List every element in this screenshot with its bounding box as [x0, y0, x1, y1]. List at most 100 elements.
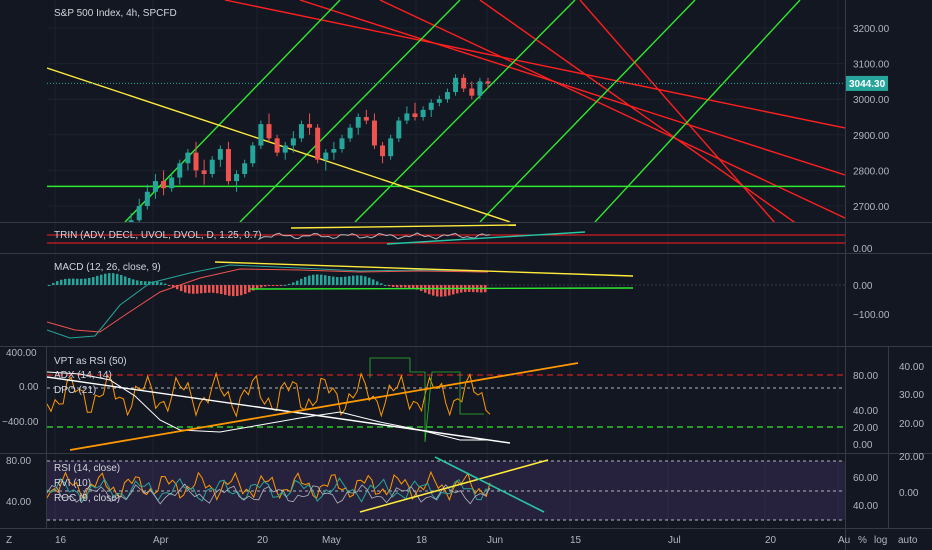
p4-white-trend [47, 376, 511, 444]
channel-lines[interactable] [47, 0, 845, 303]
macd-histogram-bar [84, 278, 87, 285]
macd-histogram-bar [400, 285, 403, 288]
macd-histogram-bar [220, 285, 223, 295]
macd-tick-neg: −100.00 [853, 310, 890, 321]
trin-pane[interactable] [47, 224, 845, 245]
candle-body [104, 249, 109, 263]
macd-histogram-bar [428, 285, 431, 295]
log-toggle-button[interactable]: log [874, 535, 887, 546]
macd-histogram-bar [448, 285, 451, 296]
p5-right2-tick: 20.00 [899, 452, 924, 463]
macd-histogram-bar [80, 278, 83, 285]
macd-histogram-bar [104, 273, 107, 285]
macd-histogram-bar [384, 284, 387, 286]
macd-histogram-bar [52, 282, 55, 285]
candle-body [209, 159, 215, 174]
macd-histogram-bar [364, 276, 367, 285]
macd-histogram-bar [336, 277, 339, 285]
macd-histogram-bar [280, 285, 283, 286]
candle-body [169, 177, 175, 189]
candle-body [177, 163, 183, 178]
macd-histogram-bar [204, 285, 207, 293]
macd-legend: MACD (12, 26, close, 9) [54, 262, 161, 273]
macd-histogram-bar [176, 285, 179, 290]
svg-text:3044.30: 3044.30 [849, 79, 886, 90]
macd-histogram-bar [196, 285, 199, 294]
time-tick-label: Jun [487, 535, 503, 546]
time-tick-label: 20 [257, 535, 269, 546]
p5-right-tick: 60.00 [853, 473, 878, 484]
candle-body [290, 138, 296, 146]
percent-toggle-button[interactable]: % [858, 535, 867, 546]
price-tick-label: 3200.00 [853, 24, 890, 35]
trin-legend: TRIN (ADV, DECL, UVOL, DVOL, D, 1.25, 0.… [54, 230, 261, 241]
price-tick-label: 2900.00 [853, 131, 890, 142]
macd-histogram-bar [456, 285, 459, 294]
p4-right2-tick: 30.00 [899, 390, 924, 401]
macd-histogram-bar [120, 275, 123, 285]
macd-histogram-bar [296, 280, 299, 285]
macd-histogram-bar [268, 285, 271, 286]
macd-histogram-bar [444, 285, 447, 297]
roc-legend: ROC (9, close) [54, 493, 120, 504]
adx-legend: ADX (14, 14) [54, 370, 112, 381]
macd-histogram-bar [440, 285, 443, 297]
time-tick-label: 18 [416, 535, 428, 546]
trin-teal-trend [386, 231, 586, 245]
zoom-toggle-button[interactable]: Z [6, 535, 12, 546]
macd-pane[interactable] [47, 261, 845, 339]
vpt-line [47, 371, 491, 418]
price-tick-label: 2700.00 [853, 202, 890, 213]
macd-histogram-bar [164, 283, 167, 285]
candle-body [234, 173, 240, 182]
time-axis: 16 Apr 20 May 18 Jun 15 Jul 20 Au [55, 535, 850, 546]
red-channel-line [579, 0, 776, 222]
macd-green-trend [249, 287, 634, 290]
price-pane[interactable] [47, 0, 845, 334]
macd-histogram-bar [124, 276, 127, 285]
green-channel-line [354, 0, 576, 222]
macd-histogram-bar [388, 285, 391, 287]
vpt-adx-dpo-pane[interactable] [47, 357, 845, 451]
candle-body [136, 206, 142, 221]
macd-histogram-bar [436, 285, 439, 297]
macd-line [47, 264, 489, 339]
corner-toolbar[interactable]: Z % log auto [6, 535, 918, 546]
candle-body [347, 127, 353, 139]
time-tick-label: May [322, 535, 341, 546]
macd-histogram-bar [108, 273, 111, 285]
p4-left-tick: 0.00 [19, 382, 39, 393]
red-channel-line [299, 0, 845, 176]
candle-body [477, 81, 483, 96]
candle-body [144, 191, 150, 206]
macd-histogram-bar [228, 285, 231, 296]
candle-body [371, 120, 377, 146]
macd-histogram-bar [316, 274, 319, 285]
candle-body [396, 120, 402, 139]
trin-tick: 0.00 [853, 244, 873, 255]
macd-histogram-bar [248, 285, 251, 293]
macd-histogram-bar [192, 285, 195, 294]
candle-body [266, 124, 272, 139]
macd-histogram-bar [136, 280, 139, 285]
rsi-rvi-roc-pane[interactable] [47, 456, 845, 521]
macd-histogram-bar [244, 285, 247, 294]
time-tick-label: 15 [570, 535, 582, 546]
macd-histogram-bar [312, 274, 315, 285]
price-candles [104, 74, 491, 263]
auto-toggle-button[interactable]: auto [898, 535, 918, 546]
macd-histogram-bar [256, 285, 259, 289]
candle-body [469, 88, 475, 96]
vpt-legend: VPT as RSI (50) [54, 356, 127, 367]
macd-histogram-bar [152, 281, 155, 285]
macd-histogram-bar [372, 279, 375, 285]
p4-right2-tick: 40.00 [899, 362, 924, 373]
macd-histogram-bar [292, 282, 295, 285]
macd-histogram-bar [92, 277, 95, 285]
p5-right2-tick: 0.00 [899, 488, 919, 499]
candle-body [282, 145, 288, 153]
macd-histogram-bar [320, 274, 323, 285]
trin-yellow-trend [290, 224, 517, 229]
